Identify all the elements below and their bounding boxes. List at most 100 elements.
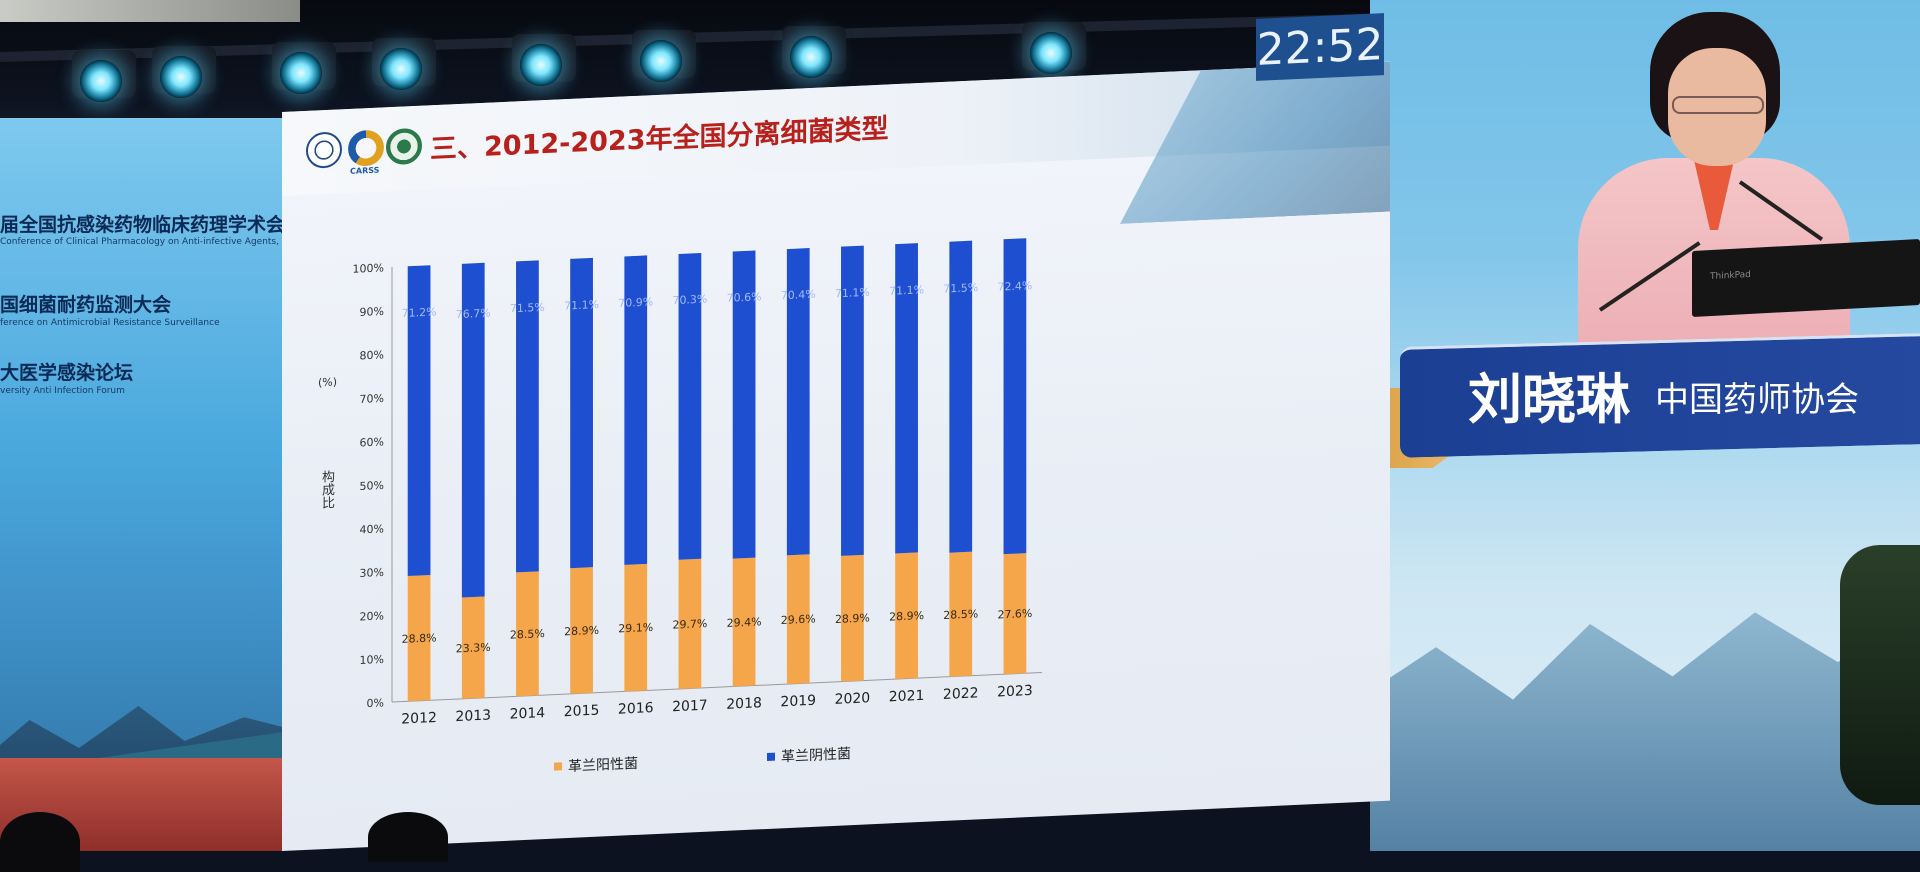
data-label-negative: 71.5%	[510, 301, 545, 316]
data-label-negative: 71.1%	[835, 286, 870, 301]
audience-head	[0, 812, 80, 872]
x-tick-label: 2023	[997, 683, 1033, 701]
x-tick-label: 2020	[835, 690, 871, 708]
data-label-positive: 28.8%	[402, 631, 437, 646]
data-label-negative: 70.9%	[618, 295, 653, 310]
data-label-negative: 72.4%	[997, 279, 1032, 294]
bar-gram-negative	[461, 262, 485, 598]
stage-light-icon	[380, 48, 422, 90]
y-tick-label: 10%	[360, 653, 384, 667]
stage-light-icon	[520, 44, 562, 86]
left-side-screen: 届全国抗感染药物临床药理学术会议 Conference of Clinical …	[0, 118, 282, 851]
speaker-glasses	[1672, 96, 1764, 114]
stage-light-icon	[80, 60, 122, 102]
conference-name-3: 大医学感染论坛	[0, 362, 134, 384]
bar-gram-positive	[1003, 553, 1027, 675]
countdown-timer: 22:52	[1256, 13, 1384, 81]
x-axis-line	[392, 671, 1042, 703]
y-tick-label: 70%	[360, 392, 384, 406]
speaker-face	[1668, 48, 1766, 166]
data-label-positive: 28.9%	[564, 624, 599, 639]
stage-light-icon	[280, 52, 322, 94]
bar-gram-negative	[624, 255, 648, 565]
chart-canvas: 0% 10% 20% 30% 40% 50% 60% 70% 80% 90% 100% 28.8% 71…	[353, 238, 1042, 728]
bar-gram-negative	[678, 252, 702, 560]
x-tick-label: 2017	[672, 698, 708, 716]
bar-gram-negative	[1003, 238, 1027, 555]
bar-gram-negative	[895, 243, 918, 554]
conference-name-1: 届全国抗感染药物临床药理学术会议	[0, 214, 282, 236]
legend-swatch-negative	[767, 752, 775, 761]
x-tick-label: 2016	[618, 700, 654, 718]
bar-gram-negative	[949, 240, 973, 553]
x-tick-label: 2018	[726, 695, 762, 713]
y-tick-label: 0%	[367, 696, 384, 710]
bar-gram-negative	[841, 245, 864, 556]
y-tick-label: 60%	[360, 435, 384, 449]
data-label-positive: 28.9%	[889, 609, 924, 624]
bar-gram-negative	[407, 265, 431, 577]
data-label-positive: 29.1%	[618, 621, 653, 636]
bar-gram-positive	[407, 574, 431, 702]
conference-name-3-en: versity Anti Infection Forum	[0, 386, 125, 396]
data-label-positive: 28.9%	[835, 611, 870, 626]
speaker-name: 刘晓琳	[1468, 368, 1630, 431]
data-label-positive: 28.5%	[943, 607, 978, 622]
dragon-sculpture-decoration	[1840, 545, 1920, 805]
bar-gram-positive	[732, 557, 756, 687]
data-label-negative: 70.3%	[672, 293, 707, 308]
conference-name-2-en: ference on Antimicrobial Resistance Surv…	[0, 318, 220, 328]
conference-name-1-en: Conference of Clinical Pharmacology on A…	[0, 237, 282, 247]
x-tick-label: 2012	[401, 710, 437, 728]
data-label-positive: 29.4%	[727, 615, 762, 630]
stacked-bar-chart: (%) 构成比 0% 10% 20% 30% 40% 50% 60% 70% 80% 90% 100…	[318, 217, 1062, 775]
data-label-negative: 70.6%	[727, 290, 762, 305]
ceiling-panel	[0, 0, 300, 22]
bar-gram-negative	[732, 250, 756, 559]
bar-gram-negative	[570, 257, 593, 569]
bar-gram-positive	[570, 567, 593, 694]
data-label-negative: 76.7%	[456, 307, 491, 322]
audience-head	[368, 812, 448, 862]
bar-gram-positive	[895, 552, 918, 680]
x-tick-label: 2014	[510, 705, 546, 723]
x-tick-label: 2015	[564, 703, 600, 721]
data-label-positive: 29.6%	[781, 612, 816, 627]
y-tick-label: 80%	[360, 348, 384, 362]
bar-gram-negative	[786, 248, 810, 556]
data-label-positive: 23.3%	[456, 641, 491, 656]
legend-swatch-positive	[554, 762, 562, 771]
stage-light-icon	[790, 36, 832, 78]
x-tick-label: 2022	[943, 685, 979, 703]
y-tick-label: 50%	[360, 479, 384, 493]
legend-label-negative: 革兰阴性菌	[781, 746, 851, 766]
data-label-negative: 71.5%	[943, 281, 978, 296]
data-label-negative: 70.4%	[781, 288, 816, 303]
bar-gram-positive	[841, 554, 864, 682]
carss-logo-text: CARSS	[350, 165, 380, 176]
data-label-negative: 71.1%	[564, 298, 599, 313]
data-label-positive: 29.7%	[672, 617, 707, 632]
legend-item-positive: 革兰阳性菌	[554, 753, 638, 777]
bar-gram-positive	[678, 558, 702, 689]
legend-item-negative: 革兰阴性菌	[767, 743, 851, 767]
laptop: ThinkPad	[1692, 239, 1920, 317]
y-tick-label: 40%	[360, 522, 384, 536]
presentation-slide: CARSS 三、2012-2023年全国分离细菌类型 (%) 构成比 0% 10%…	[282, 61, 1390, 851]
data-label-positive: 28.5%	[510, 627, 545, 642]
bar-gram-positive	[949, 551, 973, 677]
bar-gram-positive	[786, 554, 810, 685]
y-tick-label: 30%	[360, 566, 384, 580]
conference-name-2: 国细菌耐药监测大会	[0, 294, 172, 316]
bar-gram-negative	[516, 260, 539, 573]
y-tick-label: 20%	[360, 609, 384, 623]
x-tick-label: 2013	[455, 708, 491, 726]
bar-gram-positive	[516, 571, 539, 697]
data-label-negative: 71.1%	[889, 283, 924, 298]
bar-gram-positive	[461, 596, 485, 699]
speaker-organization: 中国药师协会	[1655, 380, 1859, 420]
legend-label-positive: 革兰阳性菌	[568, 755, 638, 776]
laptop-brand: ThinkPad	[1710, 269, 1751, 283]
y-tick-label: 100%	[353, 261, 384, 275]
stage-light-icon	[1030, 32, 1072, 74]
